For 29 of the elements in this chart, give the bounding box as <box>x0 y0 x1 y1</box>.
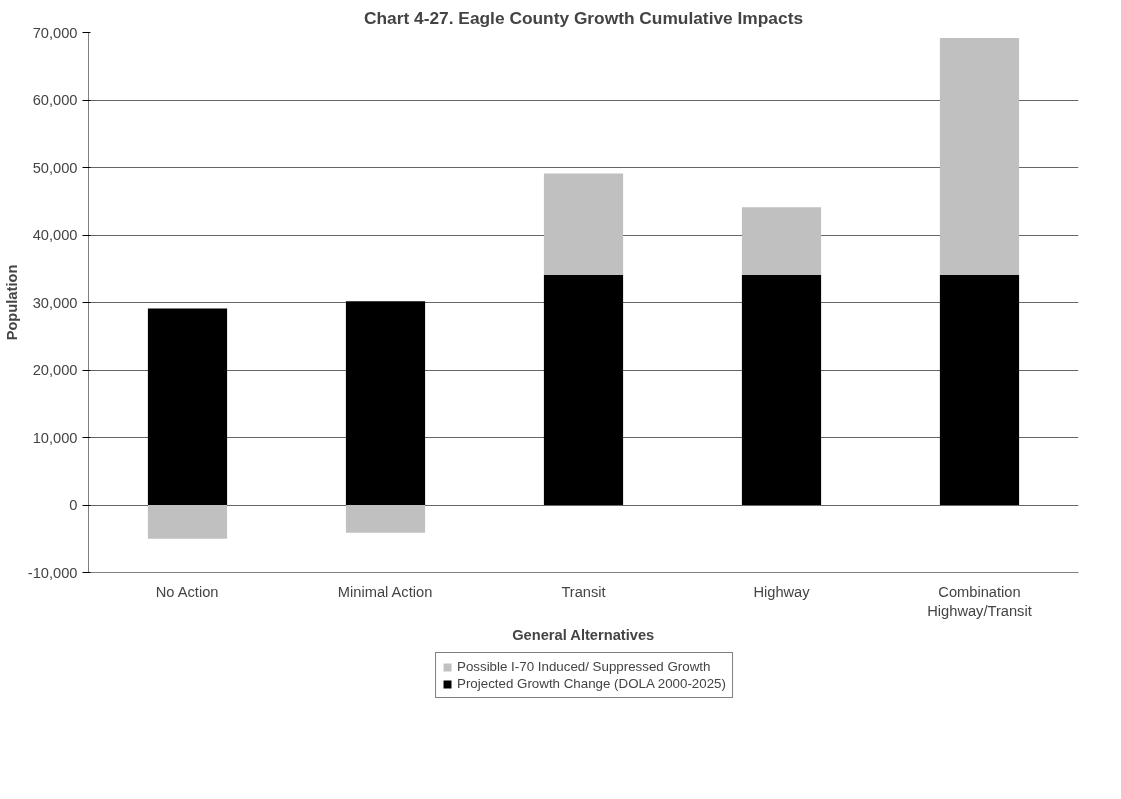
bar <box>345 505 426 533</box>
bar <box>543 173 624 275</box>
y-tick-label: 20,000 <box>32 362 78 378</box>
y-tick-label: 10,000 <box>32 429 78 446</box>
x-axis-title: General Alternatives <box>512 626 655 643</box>
y-tick-label: 30,000 <box>32 294 78 311</box>
x-tick-label: Combination Highway/Transit <box>927 583 1032 619</box>
y-tick-label: 40,000 <box>32 227 78 243</box>
y-axis-title: Population <box>3 264 20 341</box>
legend-label: Projected Growth Change (DOLA 2000-2025) <box>457 676 726 691</box>
bar <box>939 274 1020 505</box>
bar <box>147 505 228 539</box>
x-tick-label: Transit <box>561 583 606 600</box>
bar <box>741 207 822 275</box>
chart-title: Chart 4-27. Eagle County Growth Cumulative Impacts <box>363 7 804 28</box>
y-tick-label: 50,000 <box>32 159 78 176</box>
y-tick-label: 0 <box>69 497 78 513</box>
x-tick-label: Highway <box>753 583 811 600</box>
bar <box>741 274 822 505</box>
bar <box>147 308 228 505</box>
bar <box>345 301 426 505</box>
x-tick-label: Minimal Action <box>337 583 433 600</box>
bar <box>543 274 624 505</box>
y-tick-label: 70,000 <box>32 24 78 41</box>
legend-label: Possible I-70 Induced/ Suppressed Growth <box>457 659 711 674</box>
bar <box>939 37 1020 275</box>
y-tick-label: 60,000 <box>32 92 78 108</box>
y-tick-label: -10,000 <box>27 564 78 581</box>
x-tick-label: No Action <box>155 583 219 600</box>
